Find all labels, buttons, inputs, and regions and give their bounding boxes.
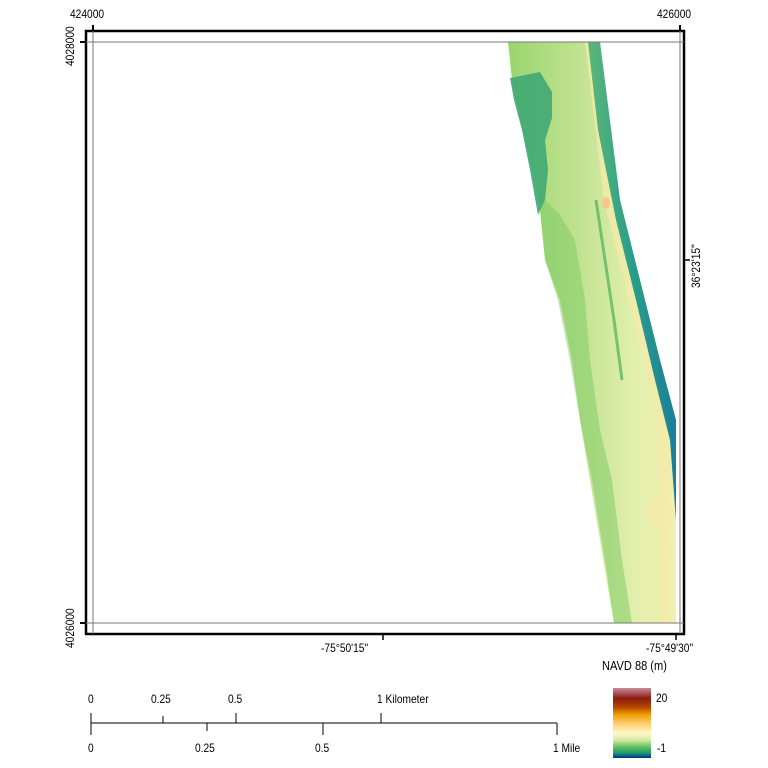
dune-peak <box>648 498 664 526</box>
beach-and-nearshore <box>588 42 676 520</box>
lon-label-right: -75°49'30" <box>646 641 694 655</box>
km-label-0: 0 <box>88 692 94 706</box>
elevation-raster <box>508 42 676 623</box>
legend-color-ramp <box>613 688 651 758</box>
barrier-island-land <box>508 42 676 623</box>
dune-peak <box>602 197 610 209</box>
lon-label-middle: -75°50'15" <box>321 641 369 655</box>
mile-label-0: 0 <box>88 741 94 755</box>
map-frame <box>80 25 690 640</box>
mile-label-05: 0.5 <box>315 741 330 755</box>
km-label-1: 1 Kilometer <box>377 692 429 706</box>
interior-low-areas <box>540 200 632 623</box>
interior-channel <box>594 199 624 381</box>
scale-bar <box>90 713 558 735</box>
lat-label-right: 36°23'15" <box>689 244 703 288</box>
mile-label-025: 0.25 <box>195 741 215 755</box>
dune-ridge <box>585 42 670 623</box>
mile-label-1: 1 Mile <box>553 741 581 755</box>
legend-min-label: -1 <box>657 741 667 755</box>
marsh-lagoon <box>510 72 552 215</box>
y-label-bottom: 4026000 <box>63 608 77 648</box>
x-label-right: 426000 <box>657 7 692 21</box>
legend-title: NAVD 88 (m) <box>602 658 667 673</box>
y-label-top: 4028000 <box>63 26 77 66</box>
legend-max-label: 20 <box>656 691 668 705</box>
km-label-05: 0.5 <box>228 692 243 706</box>
km-label-025: 0.25 <box>151 692 171 706</box>
x-label-left: 424000 <box>70 7 105 21</box>
